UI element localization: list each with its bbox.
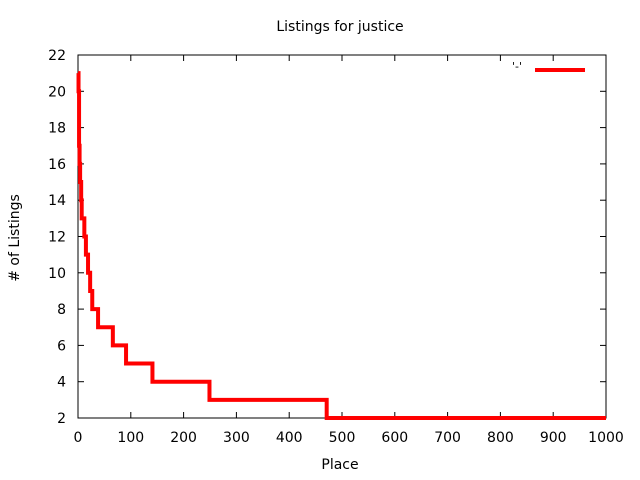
x-tick-label: 300 bbox=[223, 430, 250, 446]
x-axis-label: Place bbox=[321, 457, 358, 473]
x-tick-label: 900 bbox=[540, 430, 567, 446]
y-tick-label: 14 bbox=[48, 193, 66, 209]
y-tick-label: 12 bbox=[48, 230, 66, 246]
y-axis-ticks: 2 4 6 8 10 12 14 16 18 20 22 bbox=[48, 48, 606, 427]
x-tick-label: 1000 bbox=[588, 430, 624, 446]
y-tick-label: 6 bbox=[57, 338, 66, 354]
x-tick-label: 400 bbox=[276, 430, 303, 446]
x-tick-label: 200 bbox=[170, 430, 197, 446]
y-tick-label: 18 bbox=[48, 121, 66, 137]
x-tick-label: 600 bbox=[381, 430, 408, 446]
y-tick-label: 20 bbox=[48, 84, 66, 100]
series-group bbox=[76, 71, 606, 420]
legend: '-' bbox=[512, 60, 585, 73]
y-tick-label: 2 bbox=[57, 411, 66, 427]
y-tick-label: 8 bbox=[57, 302, 66, 318]
y-axis-label: # of Listings bbox=[7, 194, 23, 282]
plot-border bbox=[77, 54, 607, 419]
chart-title: Listings for justice bbox=[276, 19, 403, 35]
y-tick-label: 10 bbox=[48, 266, 66, 282]
x-tick-label: 700 bbox=[434, 430, 461, 446]
x-axis-ticks: 0 100 200 300 400 500 600 700 800 900 1000 bbox=[74, 55, 624, 446]
series-line bbox=[76, 71, 606, 420]
x-tick-label: 800 bbox=[487, 430, 514, 446]
y-tick-label: 22 bbox=[48, 48, 66, 64]
x-tick-label: 0 bbox=[74, 430, 83, 446]
plot-frame bbox=[77, 54, 607, 419]
y-tick-label: 4 bbox=[57, 375, 66, 391]
x-tick-label: 500 bbox=[329, 430, 356, 446]
x-tick-label: 100 bbox=[117, 430, 144, 446]
y-tick-label: 16 bbox=[48, 157, 66, 173]
legend-label: '-' bbox=[512, 60, 522, 73]
